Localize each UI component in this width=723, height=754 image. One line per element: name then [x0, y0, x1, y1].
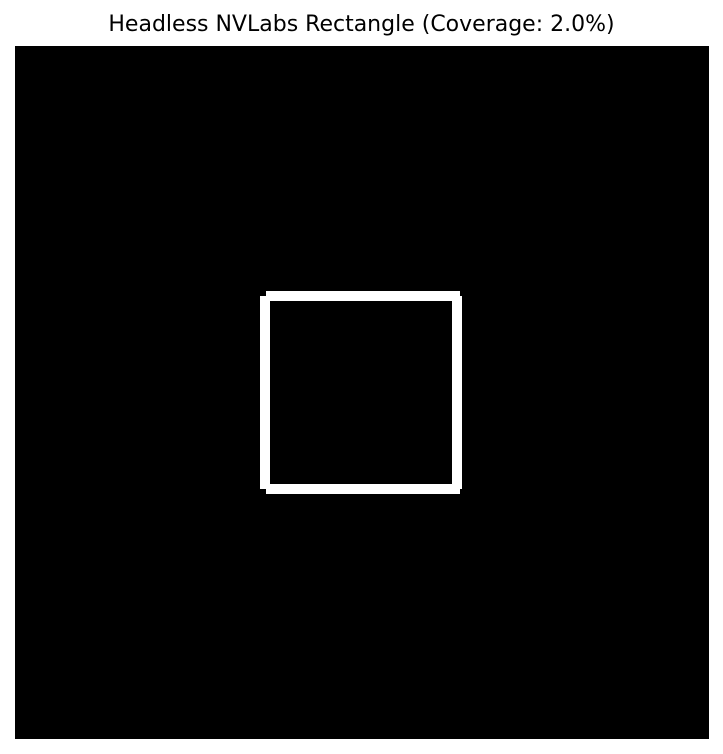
figure-title: Headless NVLabs Rectangle (Coverage: 2.0…	[108, 12, 615, 37]
rectangle-canvas	[15, 46, 709, 739]
canvas-background	[15, 46, 709, 739]
image-panel	[15, 46, 709, 739]
